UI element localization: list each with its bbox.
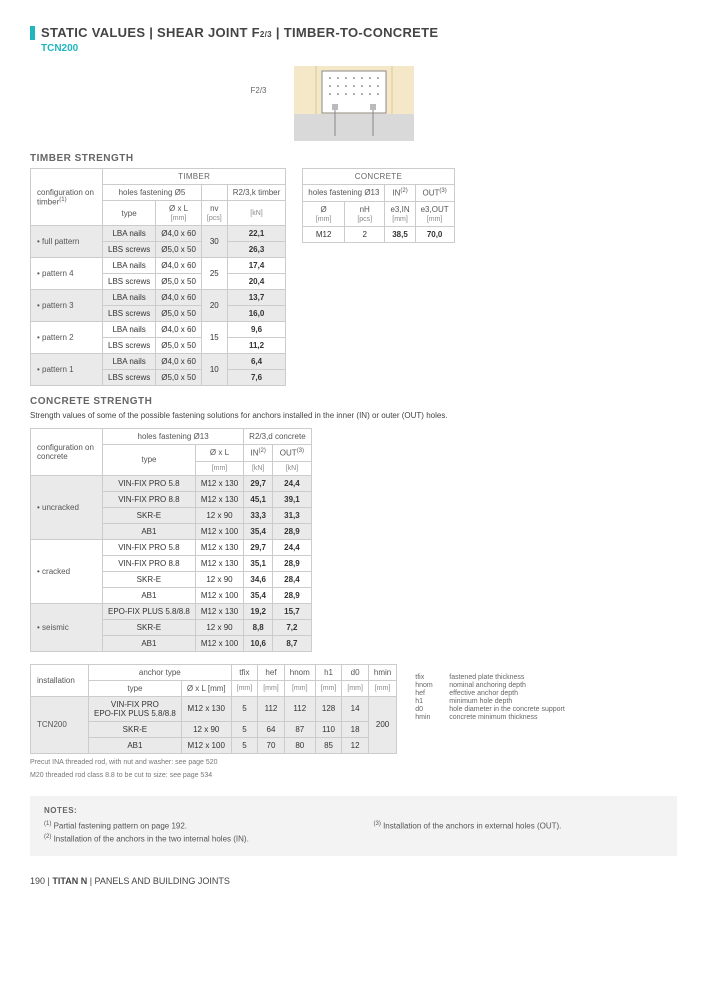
footer: 190 | TITAN N | PANELS AND BUILDING JOIN… bbox=[30, 876, 677, 886]
subtitle: TCN200 bbox=[41, 43, 677, 54]
timber-table: configuration on timber(1) TIMBER holes … bbox=[30, 168, 286, 386]
concrete-heading: CONCRETE STRENGTH bbox=[30, 396, 677, 407]
legend: tfixfastened plate thicknesshnomnominal … bbox=[415, 674, 565, 722]
timber-heading: TIMBER STRENGTH bbox=[30, 153, 677, 164]
diagram-label: F2/3 bbox=[251, 86, 267, 95]
concrete-desc: Strength values of some of the possible … bbox=[30, 411, 677, 420]
notes-box: NOTES: (1) Partial fastening pattern on … bbox=[30, 796, 677, 856]
diagram: F2/3 bbox=[30, 66, 677, 143]
accent-bar bbox=[30, 26, 35, 40]
install-footnote-2: M20 threaded rod class 8.8 to be cut to … bbox=[30, 771, 397, 780]
install-table: installation anchor type tfixhefhnomh1d0… bbox=[30, 664, 397, 754]
page-title: STATIC VALUES | SHEAR JOINT F2/3 | TIMBE… bbox=[41, 25, 438, 40]
install-footnote-1: Precut INA threaded rod, with nut and wa… bbox=[30, 758, 397, 767]
concrete-side-table: CONCRETE holes fastening Ø13IN(2)OUT(3) … bbox=[302, 168, 454, 243]
concrete-table: configuration on concrete holes fastenin… bbox=[30, 428, 312, 652]
